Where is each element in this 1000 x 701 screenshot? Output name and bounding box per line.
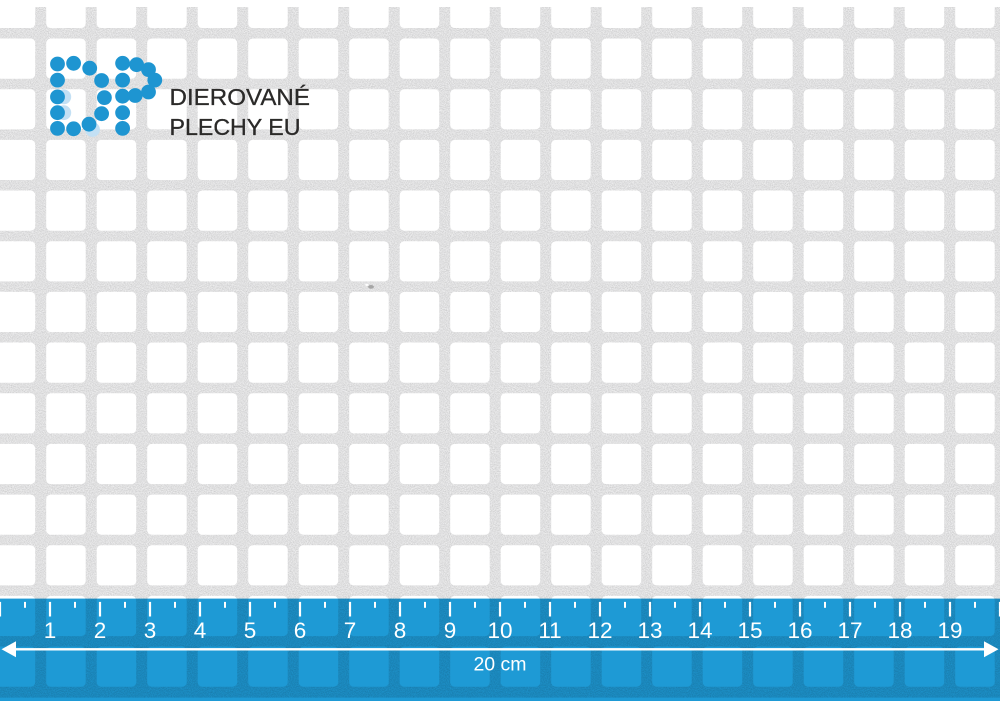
svg-text:9: 9 [444,618,457,643]
svg-text:17: 17 [837,618,862,643]
svg-text:16: 16 [787,618,812,643]
svg-text:10: 10 [487,618,512,643]
svg-text:15: 15 [737,618,762,643]
svg-text:6: 6 [294,618,307,643]
svg-text:4: 4 [194,618,207,643]
svg-text:8: 8 [394,618,407,643]
svg-text:7: 7 [344,618,357,643]
svg-text:14: 14 [687,618,712,643]
svg-text:1: 1 [44,618,57,643]
svg-text:19: 19 [937,618,962,643]
svg-text:12: 12 [587,618,612,643]
svg-text:20 cm: 20 cm [473,653,526,675]
svg-text:5: 5 [244,618,257,643]
svg-text:PLECHY EU: PLECHY EU [170,114,301,140]
svg-text:3: 3 [144,618,157,643]
svg-text:18: 18 [887,618,912,643]
svg-text:DIEROVANÉ: DIEROVANÉ [170,84,311,110]
svg-text:2: 2 [94,618,107,643]
svg-text:13: 13 [637,618,662,643]
svg-text:11: 11 [538,618,561,643]
